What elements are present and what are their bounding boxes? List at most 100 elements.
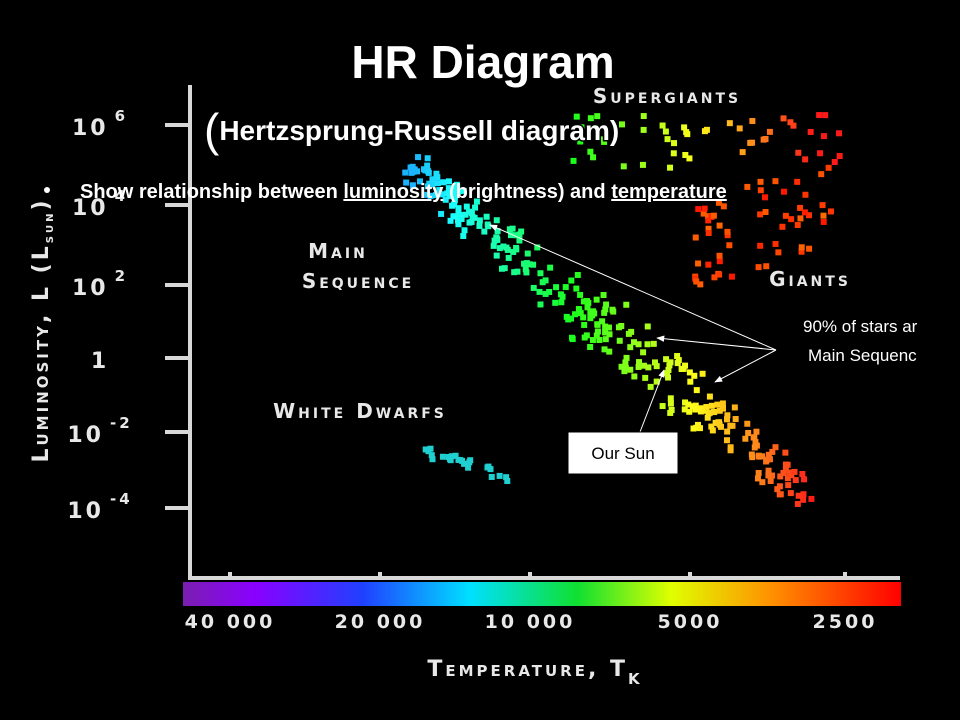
star [728,273,735,280]
star [705,225,712,232]
star [620,163,627,170]
star [594,328,601,335]
star [801,209,808,216]
star [682,362,689,369]
star [766,128,773,135]
star [568,334,575,341]
callout-text: Main Sequenc [808,346,917,365]
star [754,475,761,482]
arrow [714,349,777,383]
star [580,298,587,305]
star [424,191,431,198]
star [505,254,512,261]
region-label: White Dwarfs [273,399,447,423]
star [794,221,801,228]
star [619,121,625,128]
star [732,416,739,423]
star [438,191,445,198]
star [686,408,693,415]
star [490,242,497,249]
star [757,211,764,218]
star [691,372,698,379]
star [686,155,693,162]
star [727,422,734,429]
star [645,364,652,371]
star [615,324,622,331]
sun-callout-box [567,431,679,475]
x-tick-label: 40 000 [185,611,276,633]
star [765,472,772,479]
star [584,304,591,311]
x-tick-label: 10 000 [485,611,576,633]
star [716,407,723,414]
star [500,243,507,250]
star [627,366,634,373]
star [575,306,582,313]
star [675,357,682,364]
star [807,128,814,135]
star [547,264,554,271]
star [788,216,795,223]
star [602,323,609,330]
star [639,161,646,168]
star [780,469,787,476]
star [438,210,445,217]
star [726,242,733,249]
star [568,315,575,322]
star [587,148,594,155]
star [765,467,772,474]
star [623,301,630,308]
star [621,368,628,375]
star [585,299,592,306]
star [769,472,776,479]
star [536,288,543,295]
star [635,363,642,370]
star [458,216,465,223]
star [534,244,541,251]
star [606,348,613,355]
star [552,299,559,306]
star [429,176,436,183]
star [753,428,760,435]
star [836,130,843,137]
star [716,271,723,278]
star [429,180,436,187]
region-label-line: Sequence [302,269,414,293]
star [602,329,609,336]
bullet-dot [44,187,50,193]
star [797,215,804,222]
star [708,423,715,430]
star [468,218,475,225]
slide-subtitle: (Hertzsprung-Russell diagram) [204,104,619,156]
star [822,112,829,119]
star [692,234,699,241]
star [460,187,467,194]
star [511,269,518,276]
star [762,209,769,216]
star [600,292,607,299]
star [794,178,801,185]
star [599,318,606,325]
star [577,138,584,145]
star [836,153,843,160]
star [775,249,782,256]
star [635,341,642,348]
star [782,449,789,456]
star [708,402,715,409]
tick-base: 10 [67,423,104,448]
star [452,452,459,459]
star [667,395,674,402]
star [602,306,609,313]
star [667,359,674,366]
star [667,164,674,171]
star [461,460,468,467]
star [671,140,678,147]
star [710,212,717,219]
star [652,359,659,366]
tick-exponent: -2 [110,414,133,432]
tick-base: 10 [67,499,104,524]
star [681,406,688,413]
star [763,458,770,465]
star [573,285,580,292]
star [817,150,824,157]
